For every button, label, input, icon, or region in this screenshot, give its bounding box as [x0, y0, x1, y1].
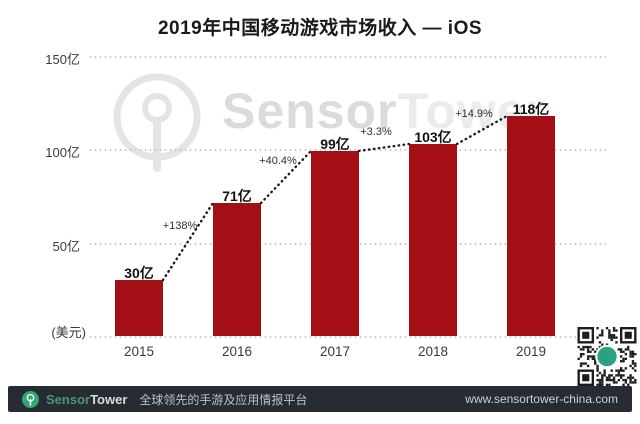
x-axis-baseline [88, 336, 606, 338]
sensortower-watermark-text: SensorTower [222, 82, 546, 140]
chart-title: 2019年中国移动游戏市场收入 — iOS [157, 18, 483, 39]
footer-url: www.sensortower-china.com [465, 392, 618, 406]
x-label-2017: 2017 [319, 344, 351, 359]
growth-label-2016-2017: +40.4% [259, 155, 297, 167]
footer-brand-sensor: Sensor [46, 391, 91, 407]
bar-value-label-2017: 99亿 [320, 136, 350, 152]
sensortower-logo-icon [22, 390, 39, 408]
bar-2017 [311, 151, 359, 336]
qr-code [577, 327, 637, 386]
gridline-100 [88, 149, 606, 151]
growth-label-2018-2019: +14.9% [455, 108, 493, 120]
bar-2019 [507, 116, 555, 336]
x-label-2015: 2015 [123, 344, 155, 359]
qr-center-dot [597, 346, 617, 367]
y-axis-unit: (美元) [51, 325, 86, 340]
bar-2015 [115, 280, 163, 336]
footer-brand-tower: Tower [90, 391, 128, 407]
bar-value-label-2018: 103亿 [414, 129, 452, 145]
bar-2018 [409, 144, 457, 336]
watermark-sensor: Sensor [222, 83, 398, 139]
footer-tagline: 全球领先的手游及应用情报平台 [139, 392, 308, 407]
bar-value-label-2019: 118亿 [512, 101, 550, 117]
bar-value-label-2015: 30亿 [124, 265, 154, 281]
y-tick-100: 100亿 [45, 145, 80, 160]
growth-label-2015-2016: +138% [162, 219, 198, 232]
bar-2016 [213, 203, 261, 336]
x-label-2016: 2016 [221, 344, 253, 359]
growth-label-2017-2018: +3.3% [360, 125, 392, 138]
y-tick-50: 50亿 [52, 239, 80, 254]
sensortower-watermark-icon [113, 73, 201, 172]
footer-bar: SensorTower 全球领先的手游及应用情报平台 www.sensortow… [8, 386, 632, 412]
x-label-2019: 2019 [515, 344, 547, 359]
bar-value-label-2016: 71亿 [222, 188, 252, 204]
y-tick-150: 150亿 [45, 52, 80, 67]
gridline-150 [88, 56, 606, 58]
x-label-2018: 2018 [417, 344, 449, 359]
footer-brand: SensorTower [46, 392, 127, 407]
